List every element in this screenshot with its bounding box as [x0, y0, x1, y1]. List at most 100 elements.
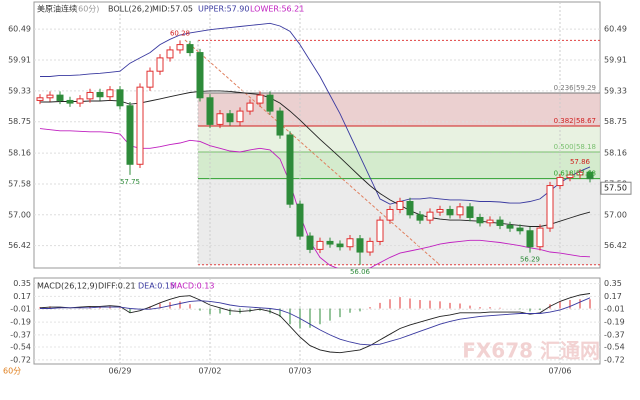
y-tick-label: 57.58 — [8, 179, 31, 188]
candle-body — [116, 89, 124, 107]
extreme-label: 57.86 — [570, 158, 591, 166]
extreme-label: 57.75 — [120, 178, 140, 186]
candle-body — [586, 171, 594, 180]
y-tick-label: 56.42 — [8, 241, 31, 250]
y-tick-label: 58.75 — [8, 117, 31, 126]
candle-body — [496, 219, 504, 226]
y-tick-label: 59.33 — [8, 86, 31, 95]
x-tick-label: 06/29 — [108, 367, 131, 376]
y-tick-label: 60.49 — [8, 25, 31, 34]
boll-line — [40, 22, 591, 205]
price-tag-box — [600, 181, 632, 195]
candle-body — [56, 94, 64, 101]
chart-title: 美原油连续 — [37, 4, 77, 14]
macd-tick-label: -0.01 — [10, 305, 31, 314]
candle-body — [306, 235, 314, 250]
macd-tick-label: -0.72 — [10, 355, 31, 364]
candle-body — [326, 240, 334, 245]
candle-body — [536, 227, 544, 248]
candle-body — [266, 94, 274, 112]
candle-body — [576, 171, 584, 176]
x-tick-label: 07/03 — [288, 367, 311, 376]
candle-body — [186, 44, 194, 54]
candle-body — [296, 203, 304, 237]
macd-tick-label-right: -0.37 — [604, 330, 625, 339]
macd-tick-label: -0.19 — [10, 318, 31, 327]
candle-body — [476, 216, 484, 224]
candle-body — [376, 219, 384, 242]
dea-label: DEA:0.15 — [138, 282, 175, 291]
candle-body — [316, 240, 324, 250]
macd-tick-label-right: -0.72 — [604, 355, 625, 364]
candle-body — [356, 238, 364, 253]
upper-label: UPPER:57.90 — [198, 5, 249, 14]
macd-tick-label-right: 0.35 — [604, 279, 622, 288]
extreme-label: 60.28 — [170, 29, 190, 37]
macd-line — [40, 297, 591, 346]
trend-line — [184, 39, 441, 266]
candle-body — [236, 110, 244, 123]
candle-body — [286, 134, 294, 205]
fib-zone — [198, 93, 600, 126]
fib-label: 0.618|57.68 — [554, 170, 596, 178]
candle-body — [196, 52, 204, 99]
candle-body — [556, 177, 564, 187]
fib-label: 0.500|58.18 — [554, 143, 596, 151]
candle-body — [406, 201, 414, 216]
macd-panel — [33, 277, 601, 365]
candle-body — [76, 98, 84, 104]
candle-body — [216, 113, 224, 125]
y-tick-label-right: 56.42 — [604, 241, 627, 250]
candle-body — [86, 91, 94, 100]
macd-tick-label-right: -0.54 — [604, 343, 625, 352]
y-tick-label: 59.91 — [8, 56, 31, 65]
candle-body — [276, 110, 284, 136]
boll-label: BOLL(26,2) — [108, 5, 153, 14]
macd-title: MACD(26,12,9) — [37, 282, 98, 291]
macd-label: MACD:0.13 — [170, 282, 215, 291]
y-tick-label-right: 59.33 — [604, 86, 627, 95]
lower-label: LOWER:56.21 — [250, 5, 304, 14]
candle-body — [96, 91, 104, 98]
candle-body — [176, 44, 184, 51]
macd-tick-label-right: -0.19 — [604, 318, 625, 327]
macd-tick-label: 0.17 — [13, 292, 31, 301]
extreme-label: 56.29 — [520, 256, 540, 264]
candle-body — [226, 113, 234, 123]
candle-body — [246, 102, 254, 112]
y-tick-label-right: 58.16 — [604, 149, 627, 158]
candle-body — [486, 219, 494, 224]
candle-body — [156, 57, 164, 72]
fib-label: 0.382|58.67 — [554, 117, 596, 125]
diff-label: DIFF:0.21 — [98, 282, 136, 291]
candle-body — [386, 208, 394, 221]
candle-body — [506, 224, 514, 229]
candle-body — [36, 97, 44, 101]
candle-body — [166, 49, 174, 59]
candle-body — [516, 227, 524, 232]
candle-body — [256, 94, 264, 104]
y-tick-label-right: 60.49 — [604, 25, 627, 34]
fib-zone — [198, 152, 600, 179]
period: (60分) — [75, 5, 99, 14]
candle-body — [66, 99, 74, 104]
candle-body — [146, 70, 154, 88]
fib-label: 0.236|59.29 — [554, 84, 596, 92]
candle-body — [366, 240, 374, 253]
macd-tick-label: -0.37 — [10, 330, 31, 339]
y-tick-label: 58.16 — [8, 149, 31, 158]
price-tag: 57.50 — [604, 184, 627, 193]
period-tag: 60分 — [3, 367, 21, 376]
x-tick-label: 07/06 — [548, 367, 571, 376]
y-tick-label: 57.00 — [8, 210, 31, 219]
fib-zone — [198, 178, 600, 265]
candle-body — [106, 89, 114, 98]
candle-body — [426, 211, 434, 221]
candle-body — [46, 94, 54, 99]
macd-tick-label-right: 0.17 — [604, 292, 622, 301]
candle-body — [416, 214, 424, 221]
candle-body — [436, 208, 444, 213]
y-tick-label-right: 57.00 — [604, 210, 627, 219]
candle-body — [346, 238, 354, 248]
